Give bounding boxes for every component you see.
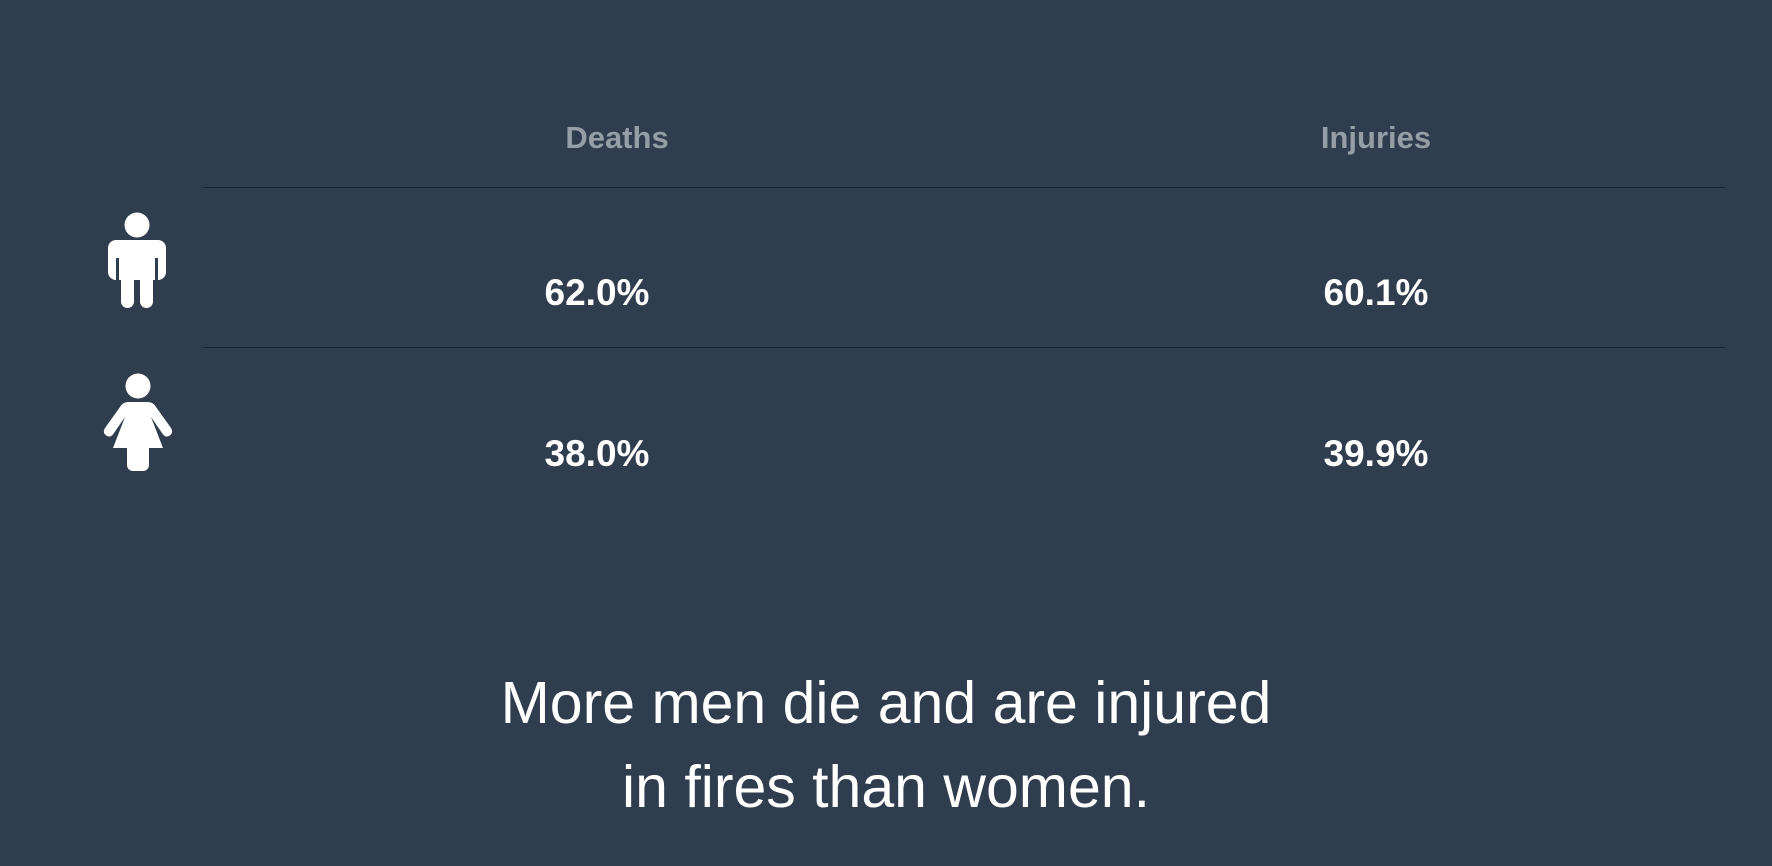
header-divider — [204, 187, 1725, 188]
caption-line-1: More men die and are injured — [500, 670, 1272, 736]
man-icon — [108, 212, 166, 313]
woman-icon — [103, 373, 173, 476]
caption-line-2: in fires than women. — [622, 754, 1150, 820]
column-header-injuries: Injuries — [1320, 120, 1432, 155]
men-deaths-value: 62.0% — [544, 272, 650, 313]
column-header-deaths: Deaths — [565, 120, 669, 155]
row-divider — [204, 347, 1725, 348]
women-deaths-value: 38.0% — [544, 433, 650, 474]
men-injuries-value: 60.1% — [1323, 272, 1429, 313]
chart-caption: More men die and are injured in fires th… — [286, 661, 1486, 829]
women-injuries-value: 39.9% — [1323, 433, 1429, 474]
